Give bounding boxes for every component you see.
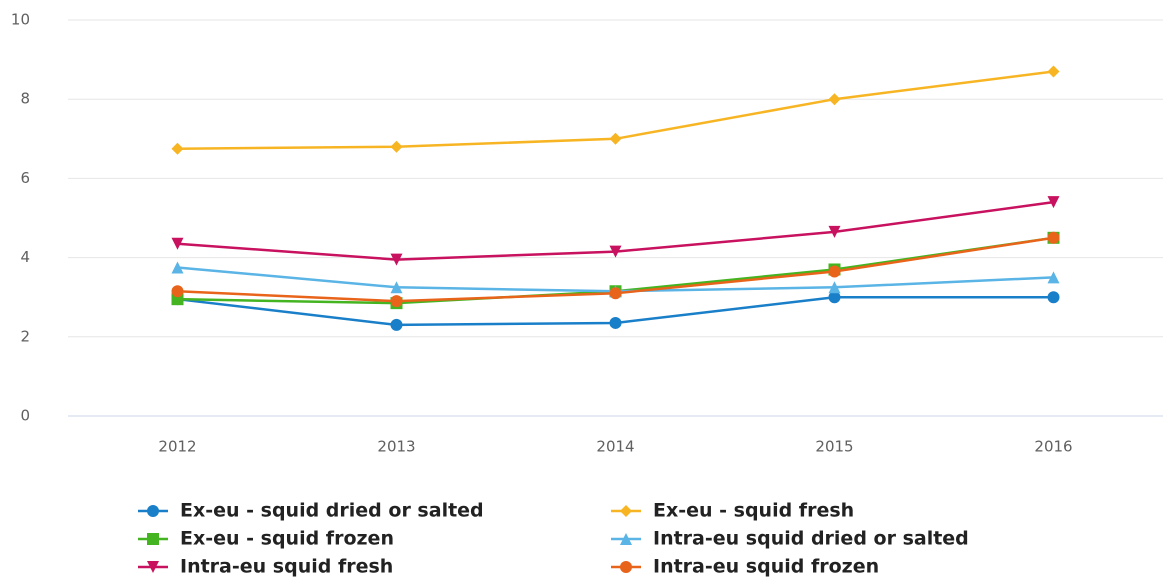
- x-tick-label: 2015: [815, 438, 853, 456]
- y-tick-label: 6: [20, 169, 30, 187]
- data-point: [828, 265, 841, 278]
- data-point: [1047, 231, 1060, 244]
- y-tick-label: 2: [20, 327, 30, 345]
- data-point: [171, 142, 184, 155]
- legend-label[interactable]: Ex-eu - squid dried or salted: [180, 500, 484, 522]
- legend-marker: [147, 561, 159, 573]
- data-point: [171, 285, 184, 298]
- x-tick-label: 2016: [1034, 438, 1072, 456]
- data-point: [828, 225, 841, 238]
- data-point: [609, 287, 622, 300]
- x-tick-label: 2013: [377, 438, 415, 456]
- data-point: [828, 281, 841, 294]
- legend-marker: [620, 505, 632, 517]
- data-point: [609, 132, 622, 145]
- data-point: [1047, 65, 1060, 78]
- y-tick-label: 10: [11, 11, 30, 29]
- y-tick-label: 8: [20, 90, 30, 108]
- legend-marker: [147, 505, 159, 517]
- data-point: [390, 253, 403, 266]
- data-point: [171, 261, 184, 274]
- legend-label[interactable]: Ex-eu - squid frozen: [180, 528, 394, 550]
- legend-label[interactable]: Intra-eu squid fresh: [180, 556, 393, 578]
- data-point: [390, 318, 403, 331]
- data-point: [1047, 271, 1060, 284]
- data-point: [609, 245, 622, 258]
- legend-label[interactable]: Ex-eu - squid fresh: [653, 500, 854, 522]
- legend-marker: [147, 533, 159, 545]
- x-tick-label: 2014: [596, 438, 634, 456]
- y-tick-label: 4: [20, 248, 30, 266]
- data-point: [828, 291, 841, 304]
- data-point: [390, 281, 403, 294]
- x-tick-label: 2012: [158, 438, 196, 456]
- data-point: [390, 140, 403, 153]
- data-point: [1047, 196, 1060, 209]
- legend-label[interactable]: Intra-eu squid dried or salted: [653, 528, 969, 550]
- legend-marker: [620, 561, 632, 573]
- y-tick-label: 0: [20, 407, 30, 425]
- data-point: [609, 316, 622, 329]
- data-point: [1047, 291, 1060, 304]
- legend-label[interactable]: Intra-eu squid frozen: [653, 556, 879, 578]
- legend-marker: [620, 533, 632, 545]
- data-point: [390, 295, 403, 308]
- data-point: [828, 93, 841, 106]
- data-point: [171, 237, 184, 250]
